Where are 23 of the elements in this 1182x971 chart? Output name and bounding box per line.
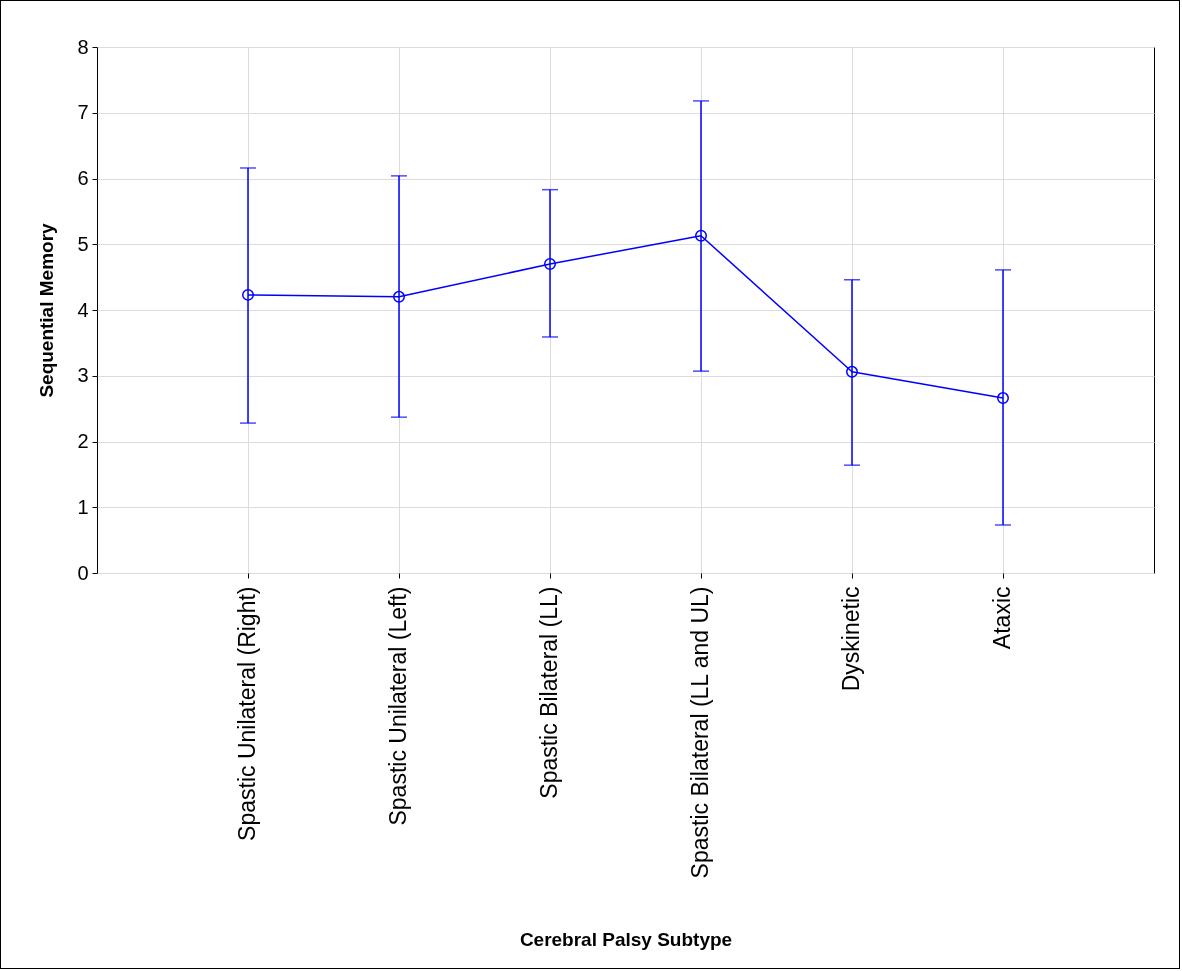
y-tick-label: 0	[77, 561, 89, 584]
point	[846, 365, 858, 378]
point	[393, 290, 405, 303]
x-tick-label: Spastic Unilateral (Right)	[234, 586, 260, 841]
x-tick-label: Dyskinetic	[838, 586, 864, 692]
x-tick-label: Spastic Bilateral (LL and UL)	[687, 586, 713, 879]
y-tick-label: 3	[77, 364, 89, 387]
y-tick-label: 2	[77, 430, 89, 452]
y-tick-label: 4	[77, 298, 89, 321]
point	[544, 257, 556, 270]
x-tick-label: Spastic Bilateral (LL)	[536, 586, 562, 799]
y-tick-label: 8	[77, 35, 89, 58]
x-tick-label: Ataxic	[989, 586, 1015, 650]
x-axis-title: Cerebral Palsy Subtype	[519, 928, 733, 950]
y-tick-label: 1	[77, 495, 89, 518]
point	[695, 229, 707, 242]
point	[997, 392, 1009, 405]
y-tick-label: 5	[77, 232, 89, 255]
y-tick-label: 6	[77, 167, 89, 189]
y-axis-title: Sequential Memory	[36, 222, 58, 398]
y-tick-label: 7	[77, 101, 89, 124]
x-tick-label: Spastic Unilateral (Left)	[385, 586, 411, 826]
point	[242, 288, 254, 301]
